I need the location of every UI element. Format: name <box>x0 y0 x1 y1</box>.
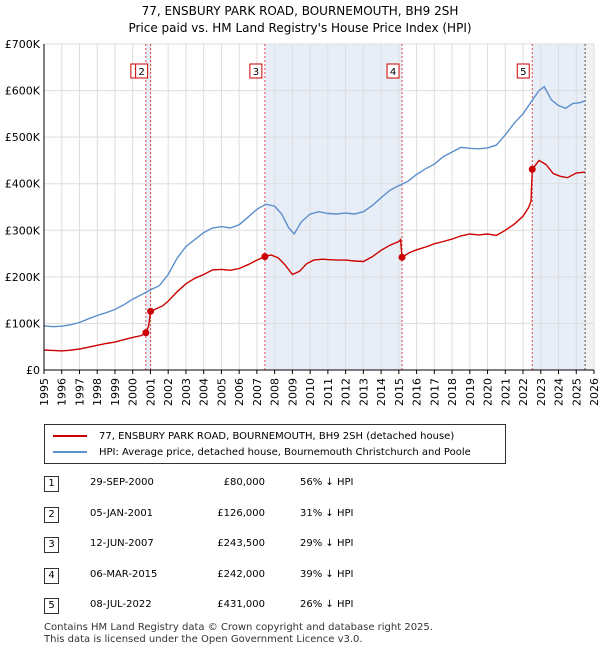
x-tick-label: 2001 <box>144 378 157 406</box>
transaction-marker <box>261 253 269 261</box>
x-tick-label: 2004 <box>198 378 211 406</box>
transaction-marker <box>528 165 536 173</box>
x-tick-label: 2016 <box>411 378 424 406</box>
table-row: 4 06-MAR-2015 £242,000 39% ↓ HPI <box>44 568 424 586</box>
x-tick-label: 2009 <box>286 378 299 406</box>
x-tick-label: 2021 <box>499 378 512 406</box>
x-tick-label: 2011 <box>322 378 335 406</box>
transaction-box <box>135 63 149 79</box>
chart-subtitle: Price paid vs. HM Land Registry's House … <box>128 21 472 35</box>
y-tick-label: £0 <box>26 364 40 377</box>
x-tick-label: 2024 <box>553 378 566 406</box>
transaction-number: 3 <box>44 537 59 553</box>
x-tick-label: 1997 <box>73 378 86 406</box>
table-row: 2 05-JAN-2001 £126,000 31% ↓ HPI <box>44 507 424 525</box>
transaction-date: 06-MAR-2015 <box>90 569 158 580</box>
x-tick-label: 2020 <box>482 378 495 406</box>
transaction-box <box>249 63 263 79</box>
x-tick-label: 2022 <box>517 378 530 406</box>
transaction-date: 08-JUL-2022 <box>90 599 152 610</box>
legend-item-hpi: HPI: Average price, detached house, Bour… <box>53 445 471 459</box>
y-tick-label: £100K <box>5 317 41 330</box>
x-tick-label: 2019 <box>464 378 477 406</box>
footer-license: This data is licensed under the Open Gov… <box>44 634 363 645</box>
y-tick-label: £300K <box>5 224 41 237</box>
transaction-marker <box>147 307 155 315</box>
transaction-box-label: 5 <box>520 67 526 78</box>
x-tick-label: 1998 <box>91 378 104 406</box>
y-tick-label: £400K <box>5 178 41 191</box>
transaction-number: 2 <box>44 507 59 523</box>
hpi-line <box>43 85 586 328</box>
x-tick-label: 2013 <box>357 378 370 406</box>
transaction-marker <box>142 329 150 337</box>
transaction-box-label: 4 <box>390 67 396 78</box>
legend: 77, ENSBURY PARK ROAD, BOURNEMOUTH, BH9 … <box>44 424 506 464</box>
x-tick-label: 1995 <box>38 378 51 406</box>
transaction-hpi-diff: 26% ↓ HPI <box>300 599 354 610</box>
transaction-hpi-diff: 29% ↓ HPI <box>300 538 354 549</box>
footer-copyright: Contains HM Land Registry data © Crown c… <box>44 622 433 633</box>
x-tick-label: 2018 <box>446 378 459 406</box>
transaction-hpi-diff: 31% ↓ HPI <box>300 508 354 519</box>
legend-swatch-hpi <box>53 451 87 453</box>
x-tick-label: 2023 <box>535 378 548 406</box>
legend-swatch-property <box>53 435 87 437</box>
transaction-price: £431,000 <box>217 599 265 610</box>
transaction-number: 1 <box>44 476 59 492</box>
transaction-box-label: 2 <box>138 67 144 78</box>
transaction-box <box>516 63 530 79</box>
transaction-box <box>386 63 400 79</box>
x-tick-label: 2007 <box>251 378 264 406</box>
x-tick-label: 2010 <box>304 378 317 406</box>
x-tick-label: 2006 <box>233 378 246 406</box>
transaction-price: £126,000 <box>217 508 265 519</box>
transaction-price: £80,000 <box>223 477 265 488</box>
chart-title: 77, ENSBURY PARK ROAD, BOURNEMOUTH, BH9 … <box>141 4 459 18</box>
y-tick-label: £700K <box>5 38 41 51</box>
price-chart: 12345 £0£100K£200K£300K£400K£500K£600K£7… <box>5 38 600 406</box>
y-tick-label: £200K <box>5 271 41 284</box>
x-tick-label: 2015 <box>393 378 406 406</box>
transaction-number: 4 <box>44 568 59 584</box>
transaction-date: 29-SEP-2000 <box>90 477 154 488</box>
x-tick-label: 2014 <box>375 378 388 406</box>
x-tick-label: 2017 <box>428 378 441 406</box>
transaction-price: £242,000 <box>217 569 265 580</box>
x-tick-label: 2025 <box>570 378 583 406</box>
ownership-shade <box>264 44 403 370</box>
transaction-box-label: 3 <box>253 67 259 78</box>
transaction-hpi-diff: 39% ↓ HPI <box>300 569 354 580</box>
y-tick-label: £600K <box>5 85 41 98</box>
table-row: 1 29-SEP-2000 £80,000 56% ↓ HPI <box>44 476 424 494</box>
x-tick-label: 2000 <box>127 378 140 406</box>
transaction-date: 12-JUN-2007 <box>90 538 154 549</box>
x-tick-label: 2008 <box>269 378 282 406</box>
y-tick-label: £500K <box>5 131 41 144</box>
transaction-date: 05-JAN-2001 <box>90 508 154 519</box>
forecast-shade <box>585 44 594 370</box>
transaction-number: 5 <box>44 598 59 614</box>
x-tick-label: 2003 <box>180 378 193 406</box>
transaction-hpi-diff: 56% ↓ HPI <box>300 477 354 488</box>
x-tick-label: 2002 <box>162 378 175 406</box>
legend-item-property: 77, ENSBURY PARK ROAD, BOURNEMOUTH, BH9 … <box>53 429 454 443</box>
transaction-price: £243,500 <box>217 538 265 549</box>
x-tick-label: 2026 <box>588 378 600 406</box>
legend-label-hpi: HPI: Average price, detached house, Bour… <box>99 446 471 458</box>
x-tick-label: 1996 <box>56 378 69 406</box>
x-tick-label: 1999 <box>109 378 122 406</box>
transaction-marker <box>398 253 406 261</box>
ownership-shade <box>146 44 151 370</box>
table-row: 5 08-JUL-2022 £431,000 26% ↓ HPI <box>44 598 424 616</box>
x-tick-label: 2012 <box>340 378 353 406</box>
legend-label-property: 77, ENSBURY PARK ROAD, BOURNEMOUTH, BH9 … <box>99 430 455 442</box>
table-row: 3 12-JUN-2007 £243,500 29% ↓ HPI <box>44 537 424 555</box>
x-tick-label: 2005 <box>215 378 228 406</box>
